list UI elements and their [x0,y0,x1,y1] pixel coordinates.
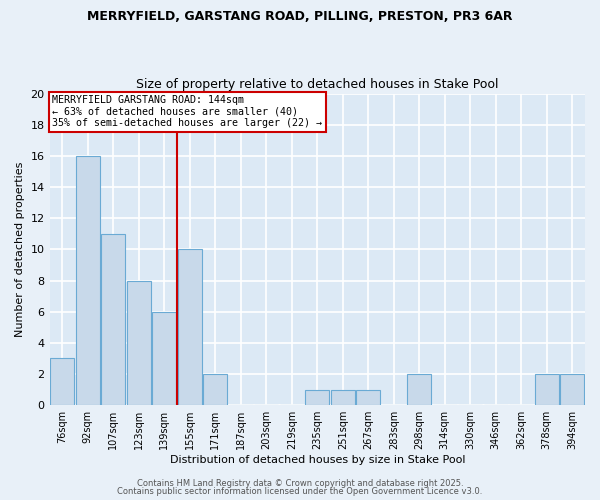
Bar [152,312,176,405]
Bar [50,358,74,405]
X-axis label: Distribution of detached houses by size in Stake Pool: Distribution of detached houses by size … [170,455,465,465]
Bar [356,390,380,405]
Text: MERRYFIELD GARSTANG ROAD: 144sqm
← 63% of detached houses are smaller (40)
35% o: MERRYFIELD GARSTANG ROAD: 144sqm ← 63% o… [52,95,322,128]
Bar [407,374,431,405]
Bar [305,390,329,405]
Bar [76,156,100,405]
Bar [331,390,355,405]
Bar [560,374,584,405]
Bar [203,374,227,405]
Bar [535,374,559,405]
Bar [178,250,202,405]
Bar [127,280,151,405]
Y-axis label: Number of detached properties: Number of detached properties [15,162,25,337]
Text: Contains public sector information licensed under the Open Government Licence v3: Contains public sector information licen… [118,487,482,496]
Text: Contains HM Land Registry data © Crown copyright and database right 2025.: Contains HM Land Registry data © Crown c… [137,478,463,488]
Bar [101,234,125,405]
Title: Size of property relative to detached houses in Stake Pool: Size of property relative to detached ho… [136,78,499,91]
Text: MERRYFIELD, GARSTANG ROAD, PILLING, PRESTON, PR3 6AR: MERRYFIELD, GARSTANG ROAD, PILLING, PRES… [87,10,513,23]
